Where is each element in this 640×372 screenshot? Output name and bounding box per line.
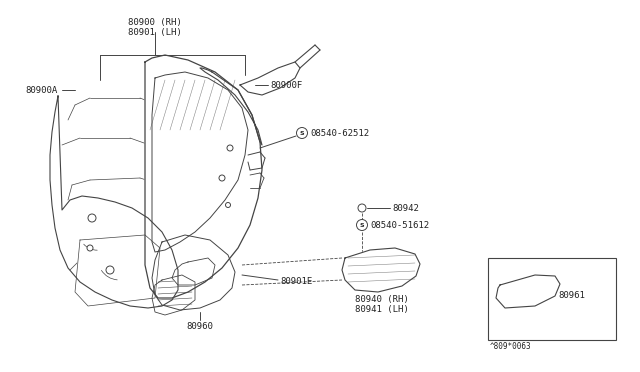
Text: 08540-51612: 08540-51612: [370, 221, 429, 230]
Circle shape: [358, 204, 366, 212]
Polygon shape: [75, 235, 160, 306]
Circle shape: [356, 219, 367, 231]
Circle shape: [219, 175, 225, 181]
Polygon shape: [152, 72, 248, 252]
Polygon shape: [50, 96, 178, 308]
Circle shape: [87, 245, 93, 251]
Polygon shape: [172, 258, 215, 285]
Text: 08540-62512: 08540-62512: [310, 128, 369, 138]
Polygon shape: [145, 55, 262, 298]
Text: 80961: 80961: [558, 291, 585, 299]
Text: 80942: 80942: [392, 203, 419, 212]
Text: S: S: [300, 131, 304, 135]
Text: 80960: 80960: [187, 322, 213, 331]
Text: S: S: [360, 222, 364, 228]
Text: 80900 (RH)
80901 (LH): 80900 (RH) 80901 (LH): [128, 18, 182, 38]
Polygon shape: [342, 248, 420, 292]
Circle shape: [296, 128, 307, 138]
Bar: [488, 258, 616, 340]
Text: 80900F: 80900F: [270, 80, 302, 90]
Polygon shape: [152, 235, 235, 310]
Text: 80940 (RH)
80941 (LH): 80940 (RH) 80941 (LH): [355, 295, 409, 314]
Text: 80901E: 80901E: [280, 278, 312, 286]
Circle shape: [227, 145, 233, 151]
Polygon shape: [152, 275, 195, 315]
Polygon shape: [200, 68, 262, 145]
Polygon shape: [240, 62, 300, 95]
Polygon shape: [496, 275, 560, 308]
Circle shape: [225, 202, 230, 208]
Text: 80900A: 80900A: [25, 86, 57, 94]
Circle shape: [106, 266, 114, 274]
Text: ^809*0063: ^809*0063: [490, 342, 532, 351]
Circle shape: [88, 214, 96, 222]
